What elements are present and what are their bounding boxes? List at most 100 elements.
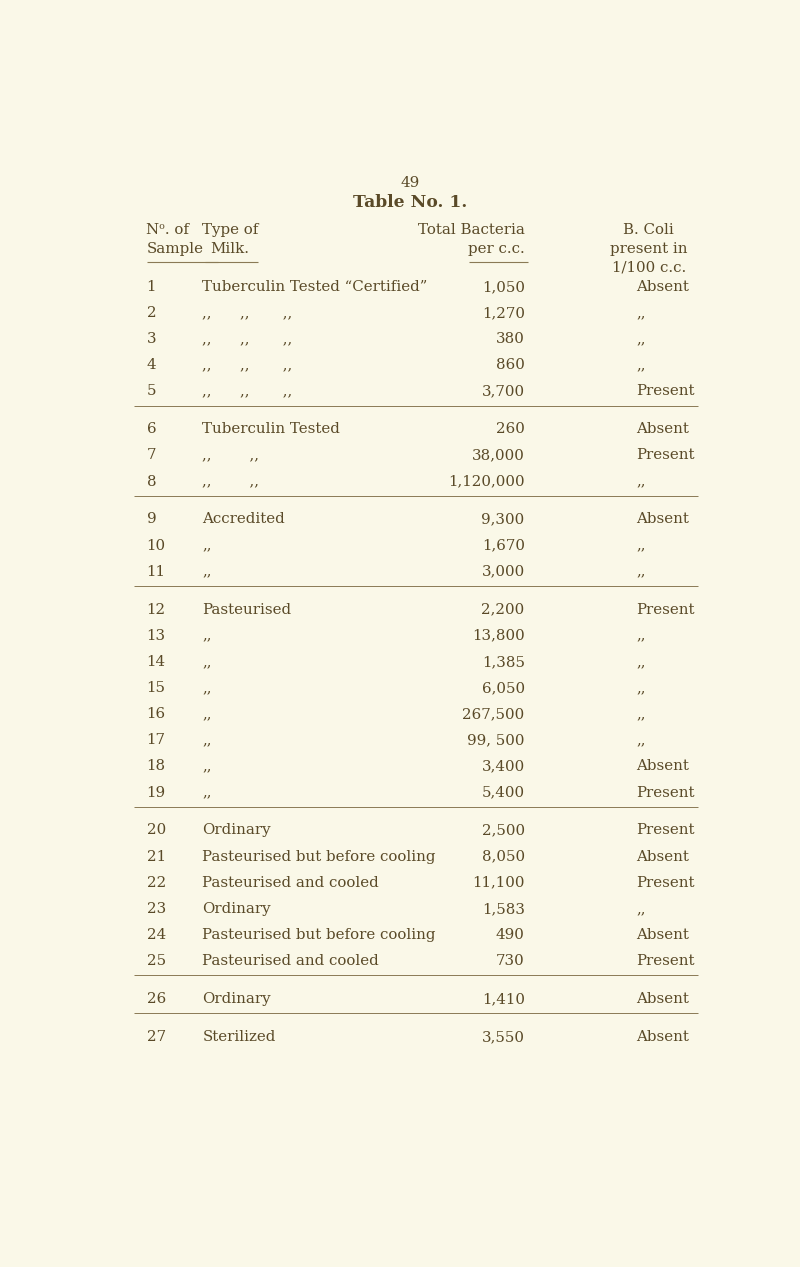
Text: Present: Present xyxy=(636,384,694,398)
Text: 6: 6 xyxy=(146,422,156,436)
Text: 3,400: 3,400 xyxy=(482,759,525,773)
Text: Sterilized: Sterilized xyxy=(202,1030,276,1044)
Text: ,,: ,, xyxy=(636,655,646,669)
Text: Total Bacteria
per c.c.: Total Bacteria per c.c. xyxy=(418,223,525,256)
Text: 267,500: 267,500 xyxy=(462,707,525,721)
Text: ,,: ,, xyxy=(636,707,646,721)
Text: 26: 26 xyxy=(146,992,166,1006)
Text: ,,: ,, xyxy=(636,734,646,748)
Text: 19: 19 xyxy=(146,786,166,799)
Text: ,,        ,,: ,, ,, xyxy=(202,475,259,489)
Text: Accredited: Accredited xyxy=(202,512,285,526)
Text: 1,385: 1,385 xyxy=(482,655,525,669)
Text: 9,300: 9,300 xyxy=(482,512,525,526)
Text: 11,100: 11,100 xyxy=(472,875,525,889)
Text: ,,: ,, xyxy=(636,538,646,552)
Text: Absent: Absent xyxy=(636,280,689,294)
Text: Tuberculin Tested: Tuberculin Tested xyxy=(202,422,340,436)
Text: Absent: Absent xyxy=(636,422,689,436)
Text: 24: 24 xyxy=(146,927,166,943)
Text: ,,: ,, xyxy=(202,628,212,642)
Text: 21: 21 xyxy=(146,850,166,864)
Text: ,,: ,, xyxy=(202,759,212,773)
Text: 730: 730 xyxy=(496,954,525,968)
Text: Present: Present xyxy=(636,824,694,837)
Text: 260: 260 xyxy=(496,422,525,436)
Text: 13: 13 xyxy=(146,628,166,642)
Text: ,,: ,, xyxy=(636,332,646,346)
Text: 1,670: 1,670 xyxy=(482,538,525,552)
Text: Ordinary: Ordinary xyxy=(202,902,271,916)
Text: 38,000: 38,000 xyxy=(472,449,525,462)
Text: Present: Present xyxy=(636,954,694,968)
Text: ,,      ,,       ,,: ,, ,, ,, xyxy=(202,384,293,398)
Text: Present: Present xyxy=(636,875,694,889)
Text: Absent: Absent xyxy=(636,927,689,943)
Text: 490: 490 xyxy=(496,927,525,943)
Text: 1: 1 xyxy=(146,280,156,294)
Text: 14: 14 xyxy=(146,655,166,669)
Text: 10: 10 xyxy=(146,538,166,552)
Text: Pasteurised and cooled: Pasteurised and cooled xyxy=(202,954,379,968)
Text: 11: 11 xyxy=(146,565,166,579)
Text: 3: 3 xyxy=(146,332,156,346)
Text: 12: 12 xyxy=(146,603,166,617)
Text: Pasteurised and cooled: Pasteurised and cooled xyxy=(202,875,379,889)
Text: Nᵒ. of
Sample: Nᵒ. of Sample xyxy=(146,223,203,256)
Text: 3,550: 3,550 xyxy=(482,1030,525,1044)
Text: 5: 5 xyxy=(146,384,156,398)
Text: 1,410: 1,410 xyxy=(482,992,525,1006)
Text: ,,      ,,       ,,: ,, ,, ,, xyxy=(202,307,293,321)
Text: 8: 8 xyxy=(146,475,156,489)
Text: 99, 500: 99, 500 xyxy=(467,734,525,748)
Text: ,,: ,, xyxy=(636,628,646,642)
Text: Present: Present xyxy=(636,449,694,462)
Text: 7: 7 xyxy=(146,449,156,462)
Text: Absent: Absent xyxy=(636,850,689,864)
Text: ,,: ,, xyxy=(202,538,212,552)
Text: ,,: ,, xyxy=(636,565,646,579)
Text: Absent: Absent xyxy=(636,759,689,773)
Text: 2: 2 xyxy=(146,307,156,321)
Text: Table No. 1.: Table No. 1. xyxy=(353,194,467,212)
Text: ,,: ,, xyxy=(636,902,646,916)
Text: 3,000: 3,000 xyxy=(482,565,525,579)
Text: Absent: Absent xyxy=(636,512,689,526)
Text: 15: 15 xyxy=(146,680,166,696)
Text: 16: 16 xyxy=(146,707,166,721)
Text: Pasteurised but before cooling: Pasteurised but before cooling xyxy=(202,850,436,864)
Text: ,,: ,, xyxy=(636,359,646,372)
Text: Type of
Milk.: Type of Milk. xyxy=(202,223,258,256)
Text: 380: 380 xyxy=(496,332,525,346)
Text: ,,: ,, xyxy=(636,475,646,489)
Text: B. Coli
present in
1/100 c.c.: B. Coli present in 1/100 c.c. xyxy=(610,223,687,274)
Text: ,,: ,, xyxy=(202,655,212,669)
Text: ,,        ,,: ,, ,, xyxy=(202,449,259,462)
Text: Ordinary: Ordinary xyxy=(202,824,271,837)
Text: 49: 49 xyxy=(400,176,420,190)
Text: Absent: Absent xyxy=(636,1030,689,1044)
Text: 9: 9 xyxy=(146,512,156,526)
Text: ,,: ,, xyxy=(202,565,212,579)
Text: 8,050: 8,050 xyxy=(482,850,525,864)
Text: 22: 22 xyxy=(146,875,166,889)
Text: ,,: ,, xyxy=(636,307,646,321)
Text: 1,120,000: 1,120,000 xyxy=(448,475,525,489)
Text: 18: 18 xyxy=(146,759,166,773)
Text: Tuberculin Tested “Certified”: Tuberculin Tested “Certified” xyxy=(202,280,428,294)
Text: Pasteurised: Pasteurised xyxy=(202,603,291,617)
Text: 4: 4 xyxy=(146,359,156,372)
Text: ,,: ,, xyxy=(202,786,212,799)
Text: 17: 17 xyxy=(146,734,166,748)
Text: 1,583: 1,583 xyxy=(482,902,525,916)
Text: 2,200: 2,200 xyxy=(482,603,525,617)
Text: 2,500: 2,500 xyxy=(482,824,525,837)
Text: Pasteurised but before cooling: Pasteurised but before cooling xyxy=(202,927,436,943)
Text: 5,400: 5,400 xyxy=(482,786,525,799)
Text: 860: 860 xyxy=(496,359,525,372)
Text: 23: 23 xyxy=(146,902,166,916)
Text: 6,050: 6,050 xyxy=(482,680,525,696)
Text: Present: Present xyxy=(636,603,694,617)
Text: 13,800: 13,800 xyxy=(472,628,525,642)
Text: Absent: Absent xyxy=(636,992,689,1006)
